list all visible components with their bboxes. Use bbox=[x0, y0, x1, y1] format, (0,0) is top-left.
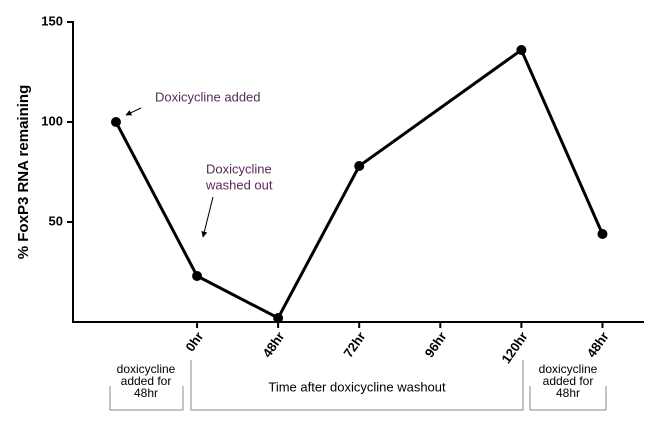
x-tick-label: 72hr bbox=[340, 329, 368, 360]
x-tick-label: 120hr bbox=[498, 329, 530, 366]
bracket bbox=[109, 386, 184, 411]
y-tick-label: 50 bbox=[49, 213, 63, 228]
arrow bbox=[201, 196, 214, 238]
annotation: Doxicycline bbox=[206, 161, 272, 176]
x-tick-label: 0hr bbox=[182, 329, 206, 354]
group-label: added for bbox=[543, 374, 594, 388]
bracket bbox=[190, 360, 524, 411]
line bbox=[114, 47, 604, 321]
point bbox=[192, 271, 203, 281]
group-label: Time after doxicycline washout bbox=[268, 379, 446, 394]
point bbox=[273, 313, 284, 323]
point bbox=[597, 229, 608, 239]
group-label: 48hr bbox=[556, 386, 580, 400]
group-label: doxicycline bbox=[539, 362, 598, 376]
group-label: 48hr bbox=[134, 386, 158, 400]
point bbox=[110, 117, 121, 127]
group-label: added for bbox=[121, 374, 172, 388]
annotation: Doxicycline added bbox=[155, 89, 261, 104]
x-tick-label: 48hr bbox=[584, 329, 612, 360]
arrow bbox=[125, 107, 142, 116]
group-label: doxicycline bbox=[117, 362, 176, 376]
y-tick-label: 150 bbox=[41, 13, 63, 28]
point bbox=[354, 161, 365, 171]
y-axis-label: % FoxP3 RNA remaining bbox=[15, 85, 32, 259]
annotation: washed out bbox=[205, 177, 273, 192]
x-tick-label: 96hr bbox=[422, 329, 450, 360]
point bbox=[516, 45, 527, 55]
y-tick-label: 100 bbox=[41, 113, 63, 128]
bracket bbox=[529, 386, 607, 411]
x-tick-label: 48hr bbox=[259, 329, 287, 360]
